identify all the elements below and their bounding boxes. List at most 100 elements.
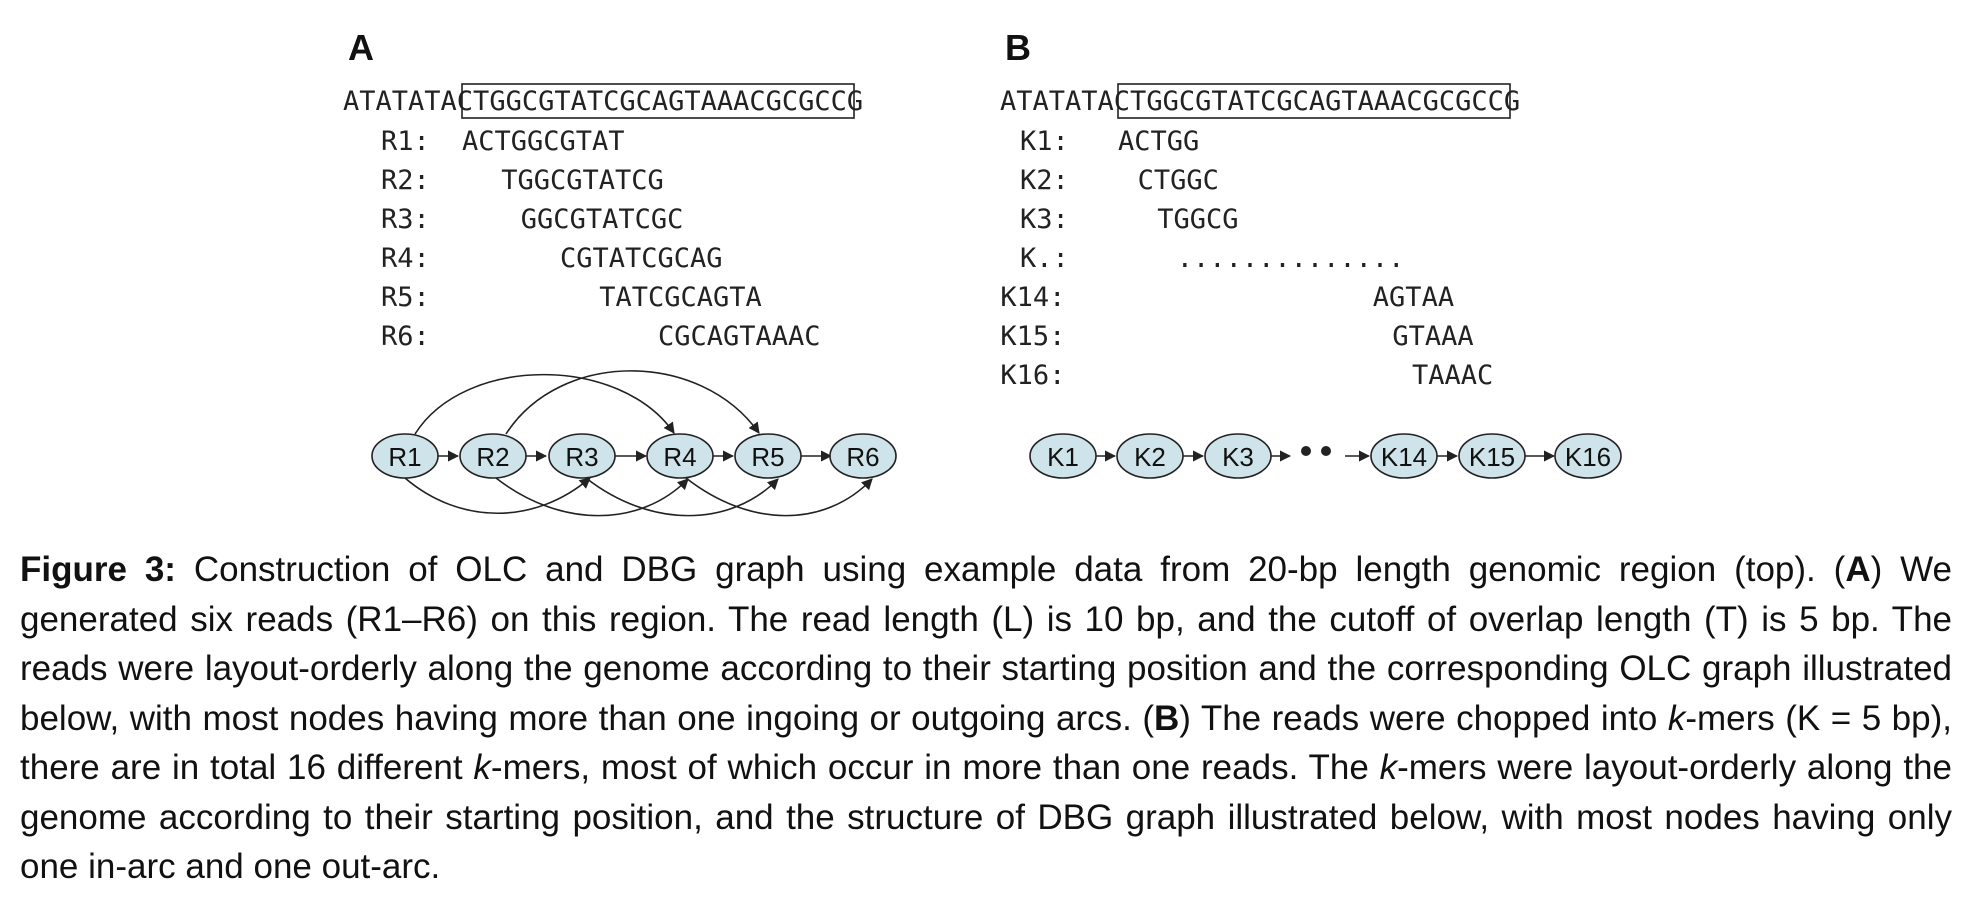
read-sequence: CGTATCGCAG — [560, 243, 723, 274]
panel-a: A ATATATACTGGCGTATCGCAGTAAACGCGCCG R1: AC… — [343, 27, 897, 517]
kmer-name: K14: — [1000, 282, 1065, 313]
read-name: R6: — [381, 321, 430, 352]
caption-k-italic: k — [473, 748, 491, 787]
olc-node-r5: R5 — [734, 433, 802, 479]
olc-node-label: R2 — [476, 442, 509, 472]
kmer-name: K1: — [1020, 126, 1069, 157]
figure-graphic: A ATATATACTGGCGTATCGCAGTAAACGCGCCG R1: AC… — [343, 27, 1622, 517]
caption-intro: Construction of OLC and DBG graph using … — [175, 550, 1816, 589]
caption-b-text-3: -mers, most of which occur in more than … — [490, 748, 1380, 787]
panel-a-region-box — [461, 83, 855, 119]
olc-node-label: R3 — [565, 442, 598, 472]
kmer-name: K3: — [1020, 204, 1069, 235]
panel-a-genome-prefix: ATATAT — [343, 86, 441, 117]
dbg-node-k3: K3 — [1204, 433, 1272, 479]
kmer-sequence: TAAAC — [1412, 360, 1493, 391]
caption-b-label: B — [1154, 698, 1180, 738]
panel-b-region-box — [1117, 83, 1511, 119]
olc-edge-r3-r5 — [585, 477, 779, 517]
olc-edge-r2-r5 — [505, 370, 760, 435]
caption-b-text-2: -mers (K = 5 bp), there are in total 16 … — [20, 698, 1952, 788]
read-name: R2: — [381, 165, 430, 196]
olc-node-label: R5 — [751, 442, 784, 472]
read-name: R4: — [381, 243, 430, 274]
read-sequence: ACTGGCGTAT — [462, 126, 625, 157]
panel-b-genome-suffix: GCGCCG — [1423, 86, 1521, 117]
kmer-sequence: ACTGG — [1118, 126, 1199, 157]
kmer-name: K16: — [1000, 360, 1065, 391]
olc-edge-r1-r4 — [414, 373, 675, 435]
olc-edge-r4-r6 — [685, 477, 873, 517]
read-sequence: CGCAGTAAAC — [658, 321, 821, 352]
read-name: R5: — [381, 282, 430, 313]
read-name: R3: — [381, 204, 430, 235]
dbg-node-shape — [1029, 433, 1097, 479]
kmer-sequence: GTAAA — [1392, 321, 1473, 352]
read-name: R1: — [381, 126, 430, 157]
caption-a-text: ) We generated six reads (R1–R6) on this… — [20, 550, 1952, 738]
panel-a-genome: ATATATACTGGCGTATCGCAGTAAACGCGCCG — [343, 86, 863, 117]
olc-node-r1: R1 — [371, 433, 439, 479]
dbg-node-k2: K2 — [1116, 433, 1184, 479]
caption-b-text-1: ) The reads were chopped into — [1179, 698, 1668, 738]
olc-node-r2: R2 — [459, 433, 527, 479]
olc-edge-r1-r3 — [404, 477, 591, 514]
panel-a-label: A — [348, 27, 374, 68]
olc-node-label: R6 — [846, 442, 879, 472]
dbg-node-shape — [1116, 433, 1184, 479]
olc-node-shape — [734, 433, 802, 479]
dbg-node-k16: K16 — [1554, 433, 1622, 479]
dbg-graph-nodes: K1 K2 K3 K14 K15 K16 — [1029, 433, 1622, 479]
olc-graph-edges — [404, 370, 873, 517]
dbg-node-label: K3 — [1222, 442, 1254, 472]
dbg-node-label: K16 — [1565, 442, 1611, 472]
caption-a-label: A — [1845, 550, 1871, 589]
dbg-node-label: K14 — [1381, 442, 1427, 472]
dbg-node-label: K1 — [1047, 442, 1079, 472]
dbg-ellipsis-dot — [1321, 446, 1331, 456]
dbg-node-k15: K15 — [1458, 433, 1526, 479]
read-sequence: TATCGCAGTA — [599, 282, 762, 313]
olc-node-shape — [459, 433, 527, 479]
caption-b-open: ( — [1131, 698, 1154, 738]
dbg-node-label: K15 — [1469, 442, 1515, 472]
read-sequence: TGGCGTATCG — [501, 165, 664, 196]
panel-a-genome-suffix: GCGCCG — [766, 86, 864, 117]
dbg-node-shape — [1554, 433, 1622, 479]
dbg-node-shape — [1458, 433, 1526, 479]
olc-node-label: R4 — [663, 442, 696, 472]
panel-b-kmers: K1: ACTGG K2: CTGGC K3: TGGCG K.:.............… — [1000, 126, 1493, 391]
kmer-name: K.: — [1020, 243, 1069, 274]
caption-a-open: ( — [1833, 550, 1846, 589]
olc-node-r4: R4 — [646, 433, 714, 479]
olc-node-shape — [646, 433, 714, 479]
olc-node-shape — [371, 433, 439, 479]
kmer-sequence: .............. — [1177, 243, 1405, 274]
caption-b-text-4: -mers were layout-orderly along the geno… — [20, 748, 1952, 886]
caption-figure-label: Figure 3: — [20, 550, 176, 589]
panel-a-reads: R1: ACTGGCGTAT R2: TGGCGTATCG R3: GGCGTATCGC R… — [381, 126, 821, 352]
panel-a-genome-boxed: ACTGGCGTATCGCAGTAAAC — [441, 86, 766, 117]
kmer-name: K15: — [1000, 321, 1065, 352]
figure-caption: Figure 3: Construction of OLC and DBG gr… — [20, 545, 1952, 892]
panel-b-label: B — [1005, 27, 1031, 68]
kmer-name: K2: — [1020, 165, 1069, 196]
dbg-node-k14: K14 — [1370, 433, 1438, 479]
olc-node-r3: R3 — [548, 433, 616, 479]
olc-node-shape — [548, 433, 616, 479]
panel-b-genome-boxed: ACTGGCGTATCGCAGTAAAC — [1098, 86, 1423, 117]
read-sequence: GGCGTATCGC — [521, 204, 684, 235]
panel-b-genome: ATATATACTGGCGTATCGCAGTAAACGCGCCG — [1000, 86, 1520, 117]
dbg-ellipsis-dot — [1301, 446, 1311, 456]
kmer-sequence: CTGGC — [1138, 165, 1219, 196]
dbg-node-k1: K1 — [1029, 433, 1097, 479]
olc-node-r6: R6 — [829, 433, 897, 479]
dbg-node-shape — [1204, 433, 1272, 479]
olc-edge-r2-r4 — [495, 477, 689, 517]
figure-3: A ATATATACTGGCGTATCGCAGTAAACGCGCCG R1: AC… — [343, 27, 1622, 517]
olc-node-shape — [829, 433, 897, 479]
olc-node-label: R1 — [388, 442, 421, 472]
caption-k-italic: k — [1667, 698, 1686, 738]
dbg-node-shape — [1370, 433, 1438, 479]
dbg-node-label: K2 — [1134, 442, 1166, 472]
